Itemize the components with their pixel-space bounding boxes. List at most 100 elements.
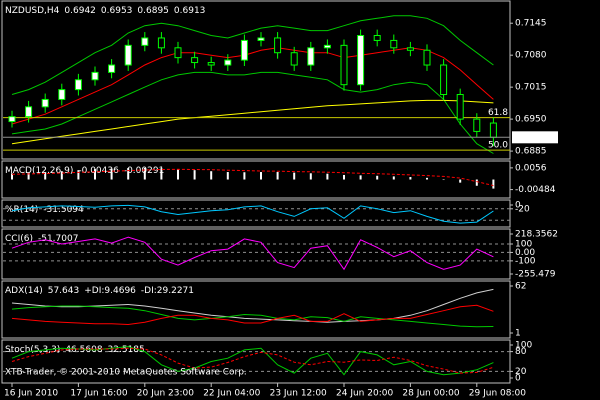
indicator-line (11, 304, 494, 326)
copyright: XTB-Trader, © 2001-2010 MetaQuotes Softw… (5, 368, 247, 378)
candle-body (473, 118, 481, 132)
x-tick-label: 24 Jun 20:00 (336, 389, 393, 399)
indicator-line (11, 288, 494, 323)
y-tick-label: 0.00 (515, 248, 535, 258)
y-tick-label: 100 (515, 239, 532, 249)
indicator-line (11, 236, 494, 271)
candle-body (357, 35, 365, 86)
macd-bar (343, 174, 345, 180)
x-tick-label: 28 Jun 00:00 (402, 389, 459, 399)
x-tick-label: 16 Jun 2010 (4, 389, 58, 399)
macd-bar (160, 168, 163, 180)
y-tick-label: 80 (515, 347, 527, 357)
macd-bar (409, 177, 412, 180)
indicator-line (11, 15, 494, 95)
candle-body (390, 39, 398, 49)
panel-frame (1, 280, 511, 339)
x-tick-label: 29 Jun 08:00 (469, 389, 526, 399)
price-tag-label: 0.6913 (515, 133, 547, 143)
macd-bar (376, 175, 379, 180)
series-name: -DI: (141, 286, 157, 296)
indicator-line (11, 346, 494, 376)
series-value: 57.643 (48, 286, 80, 296)
fib-label: 50.0 (488, 141, 508, 151)
y-tick-label: 0.0056 (515, 163, 547, 173)
panel-frame (1, 160, 511, 199)
ohlc-value: 0.6953 (101, 6, 133, 16)
macd-bar (210, 171, 213, 180)
macd-bar (326, 173, 329, 180)
macd-bar (44, 172, 47, 180)
macd-bar (77, 170, 80, 180)
x-tick-label: 17 Jun 16:00 (70, 389, 127, 399)
series-value: 32.5185 (108, 345, 145, 355)
panel-title: NZDUSD,H4 0.6942 0.6953 0.6895 0.6913 (5, 6, 205, 16)
macd-bar (492, 179, 495, 189)
y-tick-label: 0.6885 (515, 147, 547, 157)
indicator-line (11, 71, 494, 154)
macd-bar (143, 167, 146, 180)
y-tick-label: -100 (515, 256, 536, 266)
macd-bar (27, 172, 30, 180)
macd-bar (392, 176, 395, 180)
candle-body (141, 37, 149, 46)
y-tick-label: -0.00484 (515, 185, 556, 195)
macd-bar (243, 172, 246, 180)
candle-body (290, 52, 298, 66)
candle-body (257, 37, 265, 41)
panel-title-name: MACD(12,26,9) (5, 166, 73, 176)
candle-body (91, 71, 99, 81)
candle-body (423, 49, 431, 66)
candle-body (440, 64, 448, 96)
indicator-line (11, 99, 494, 145)
macd-bar (94, 169, 96, 180)
series-name: +DI: (84, 286, 104, 296)
macd-bar (309, 173, 312, 180)
panel-title-name: NZDUSD,H4 (5, 6, 60, 16)
macd-bar (293, 172, 296, 180)
indicator-line (11, 168, 494, 187)
macd-bar (359, 175, 362, 180)
panel-frame (1, 0, 511, 160)
macd-bar (459, 179, 462, 183)
candle-body (58, 89, 66, 100)
y-tick-label: 0.7145 (515, 19, 547, 29)
panel-title-name: CCI(6) (5, 234, 33, 244)
ohlc-value: 0.6895 (137, 6, 169, 16)
candle-body (224, 59, 232, 66)
indicator-line (11, 305, 494, 328)
y-tick-label: -255.479 (515, 270, 556, 280)
macd-bar (127, 168, 130, 180)
candle-body (157, 37, 165, 49)
macd-bar (442, 179, 445, 181)
candle-body (489, 122, 497, 138)
macd-bar (60, 171, 63, 180)
macd-bar (193, 170, 196, 180)
panel-frame (1, 228, 511, 280)
indicator-line (11, 204, 494, 224)
indicator-line (11, 347, 494, 374)
candle-body (8, 116, 16, 123)
series-value: 9.4696 (104, 286, 136, 296)
y-tick-label: 0.7080 (515, 51, 547, 61)
price-tag (512, 131, 558, 144)
candle-body (456, 94, 464, 120)
ohlc-value: 0.6942 (64, 6, 96, 16)
candle-body (25, 106, 33, 118)
x-tick-label: 20 Jun 23:00 (137, 389, 194, 399)
candle-body (124, 44, 132, 66)
macd-bar (110, 168, 113, 180)
y-tick-label: 62 (515, 282, 526, 292)
series-value: -31.5094 (43, 205, 84, 215)
macd-bar (475, 179, 478, 186)
panel-frame (1, 199, 511, 228)
candle-body (307, 47, 315, 66)
fib-label: 61.8 (488, 108, 508, 118)
y-tick-label: 218.3562 (515, 230, 558, 240)
candle-body (373, 35, 381, 41)
series-value: 29.2271 (157, 286, 194, 296)
series-value: -51.7007 (38, 234, 78, 244)
candle-body (340, 44, 348, 86)
